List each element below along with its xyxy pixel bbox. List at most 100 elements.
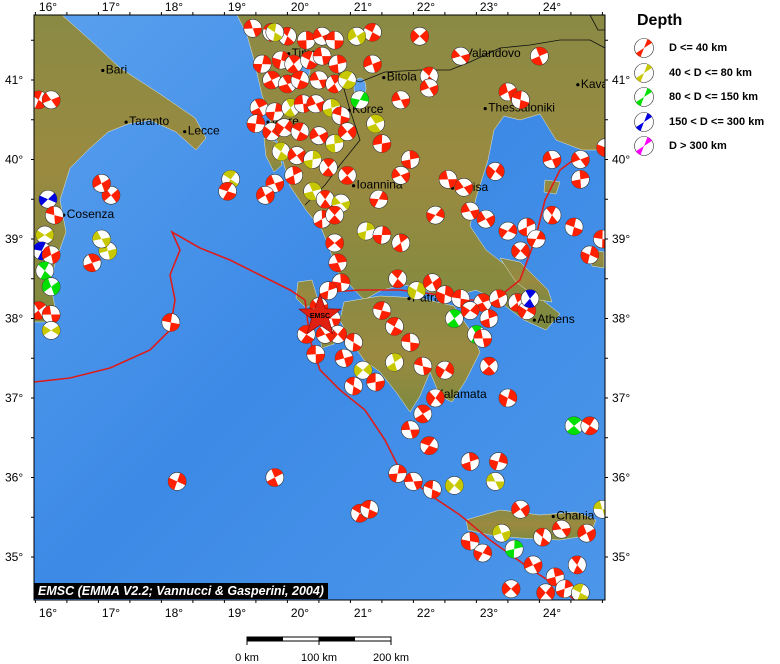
beachball-symbol	[634, 62, 654, 83]
city-dot	[101, 68, 105, 73]
focal-mechanism	[473, 543, 493, 563]
focal-mechanism	[473, 329, 493, 348]
focal-mechanism	[413, 404, 433, 424]
focal-mechanism	[498, 221, 518, 241]
city-dot	[483, 107, 487, 111]
focal-mechanism	[363, 22, 382, 42]
focal-mechanism	[41, 277, 61, 297]
focal-mechanism	[479, 309, 499, 328]
focal-mechanism	[246, 114, 266, 134]
focal-mechanism	[359, 499, 379, 519]
focal-mechanism	[347, 26, 367, 46]
city-dot	[407, 297, 411, 301]
attribution: EMSC (EMMA V2.2; Vannucci & Gasperini, 2…	[34, 583, 328, 599]
lat-label-right: 35°	[612, 550, 630, 564]
focal-mechanism	[92, 174, 111, 193]
focal-mechanism	[350, 90, 370, 110]
focal-mechanism	[161, 313, 181, 332]
city-dot	[551, 514, 555, 519]
focal-mechanism	[167, 472, 187, 491]
lat-label-left: 38°	[5, 312, 23, 326]
focal-mechanism	[391, 233, 411, 253]
lat-label-left: 37°	[5, 391, 23, 405]
border-line	[304, 74, 361, 206]
city-dot	[351, 184, 356, 188]
focal-mechanism	[262, 70, 281, 90]
focal-mechanism	[372, 301, 392, 320]
focal-mechanism	[504, 539, 524, 559]
focal-mechanism	[38, 189, 58, 209]
focal-mechanism	[485, 472, 505, 491]
focal-mechanism	[366, 372, 385, 392]
lon-label-bottom: 19°	[228, 606, 246, 620]
beachball-symbol	[634, 87, 654, 108]
focal-mechanism	[407, 281, 426, 300]
legend-title: Depth	[637, 12, 683, 29]
emsc-marker: EMSC	[298, 293, 342, 335]
lat-label-left: 35°	[5, 550, 23, 564]
focal-mechanism	[309, 70, 329, 90]
focal-mechanism	[555, 579, 574, 599]
legend-label: 80 < D <= 150 km	[669, 91, 758, 104]
lat-label-left: 39°	[5, 232, 23, 246]
focal-mechanism	[218, 182, 237, 201]
lon-label-bottom: 20°	[291, 606, 309, 620]
lon-label-top: 22°	[417, 0, 435, 14]
legend-item: 80 < D <= 150 km	[625, 85, 764, 110]
focal-mechanism	[593, 500, 605, 519]
focal-mechanism	[571, 583, 590, 600]
focal-mechanism	[419, 436, 439, 456]
focal-mechanism	[426, 388, 445, 408]
focal-mechanism	[419, 78, 439, 98]
focal-mechanism	[454, 178, 474, 197]
focal-mechanism	[265, 22, 285, 42]
lat-label-right: 40°	[612, 153, 630, 167]
lon-label-bottom: 24°	[543, 606, 561, 620]
focal-mechanism	[593, 229, 605, 249]
focal-mechanism	[435, 285, 455, 304]
city-dot	[183, 130, 187, 134]
city-label: Athens	[537, 312, 574, 326]
focal-mechanism	[536, 583, 555, 600]
focal-mechanism	[41, 305, 61, 324]
focal-mechanism	[325, 134, 344, 153]
focal-mechanism	[41, 245, 61, 265]
focal-mechanism	[567, 555, 587, 575]
focal-mechanism	[476, 209, 496, 229]
focal-mechanism	[249, 98, 269, 118]
focal-mechanism	[485, 162, 505, 181]
legend-label: 150 < D <= 300 km	[669, 115, 765, 128]
city-label: Bari	[106, 62, 127, 76]
focal-mechanism	[542, 150, 562, 169]
lat-label-right: 37°	[612, 391, 630, 405]
lon-label-top: 23°	[480, 0, 498, 14]
focal-mechanism	[303, 182, 322, 201]
focal-mechanism	[400, 333, 420, 352]
focal-mechanism	[366, 114, 385, 134]
focal-mechanism	[596, 138, 605, 157]
focal-mechanism	[363, 54, 382, 74]
city-dot	[576, 83, 580, 87]
focal-mechanism	[35, 261, 55, 281]
plate-boundary	[34, 230, 306, 383]
focal-mechanism	[284, 166, 304, 185]
axis-labels: 16° 16° 17° 17° 18° 18° 19° 19° 20° 20° 21° 21° 22° 2…	[5, 0, 630, 620]
scale-label-100: 100 km	[300, 652, 338, 664]
border-line	[324, 39, 605, 83]
focal-mechanism	[328, 253, 348, 273]
focal-mechanism	[523, 555, 543, 575]
legend-label: D > 300 km	[669, 140, 727, 153]
lat-label-right: 36°	[612, 471, 630, 485]
focal-mechanisms	[34, 19, 605, 600]
lon-label-bottom: 22°	[417, 606, 435, 620]
focal-mechanism	[82, 253, 102, 273]
scale-label-0: 0 km	[235, 652, 259, 664]
lon-label-top: 16°	[39, 0, 57, 14]
focal-mechanism	[391, 166, 411, 185]
focal-mechanism	[445, 476, 464, 495]
focal-mechanism	[498, 388, 518, 408]
beachball-symbol	[634, 136, 654, 157]
focal-mechanism	[243, 19, 263, 38]
focal-mechanism	[520, 289, 540, 308]
